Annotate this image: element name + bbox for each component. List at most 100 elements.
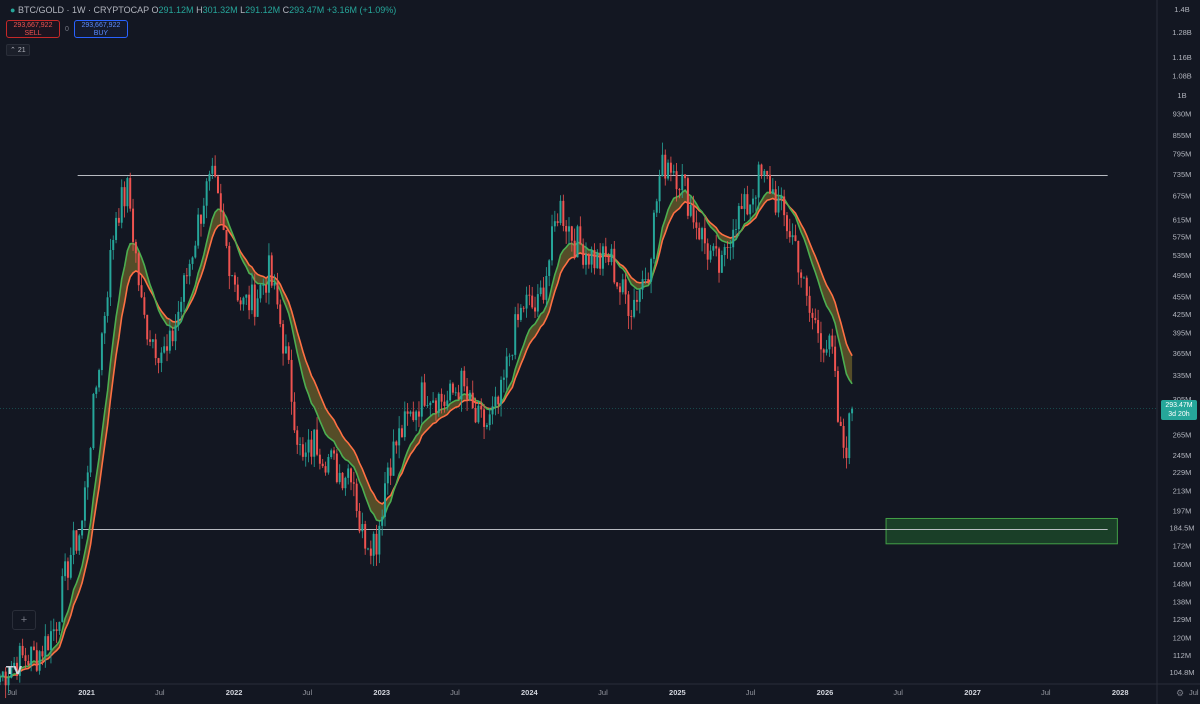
- candle-body: [1, 671, 4, 677]
- sell-label: SELL: [24, 30, 42, 37]
- candle-body: [800, 272, 803, 278]
- candle-body: [304, 452, 307, 457]
- candle-body: [522, 307, 525, 309]
- candle-body: [514, 314, 517, 355]
- candle-body: [123, 187, 126, 207]
- y-tick-label: 1.4B: [1174, 5, 1189, 14]
- gear-icon[interactable]: ⚙: [1175, 688, 1185, 698]
- candle-body: [791, 235, 794, 238]
- candle-body: [149, 339, 152, 342]
- candle-body: [168, 330, 171, 351]
- symbol-title[interactable]: BTC/GOLD · 1W · CRYPTOCAP: [17, 5, 149, 15]
- candle-body: [344, 477, 347, 489]
- candle-body: [132, 208, 135, 242]
- candle-body: [579, 226, 582, 245]
- open-label: O: [151, 5, 159, 15]
- candle-body: [777, 198, 780, 213]
- crosshair-icon[interactable]: +: [12, 610, 36, 630]
- candle-body: [587, 254, 590, 265]
- status-dot-icon: ●: [10, 5, 16, 15]
- candle-body: [86, 472, 89, 488]
- y-tick-label: 455M: [1173, 292, 1192, 301]
- high-value: 301.32M: [202, 5, 238, 15]
- candle-body: [718, 248, 721, 273]
- y-tick-label: 1.08B: [1172, 71, 1192, 80]
- y-tick-label: 615M: [1173, 215, 1192, 224]
- candle-body: [720, 255, 723, 273]
- candle-body: [737, 206, 740, 230]
- candle-body: [398, 428, 401, 446]
- candle-body: [596, 252, 599, 269]
- candle-body: [24, 655, 27, 662]
- candle-body: [13, 662, 16, 668]
- candle-body: [287, 346, 290, 360]
- candle-body: [290, 359, 293, 402]
- candle-body: [681, 174, 684, 191]
- candle-body: [819, 333, 822, 350]
- candle-body: [474, 407, 477, 423]
- spread-value: 0: [65, 25, 69, 33]
- y-tick-label: 395M: [1173, 329, 1192, 338]
- candle-body: [412, 411, 415, 421]
- candle-body: [395, 441, 398, 446]
- candle-body: [822, 349, 825, 353]
- candle-body: [678, 189, 681, 191]
- ma-cloud: [0, 190, 853, 678]
- candle-body: [95, 387, 98, 394]
- candle-body: [378, 525, 381, 555]
- candle-body: [528, 294, 531, 296]
- candle-body: [746, 194, 749, 215]
- price-axis: 1.4B 1.28B 1.16B 1.08B 1B 930M 855M 795M 735M 675…: [1169, 5, 1194, 677]
- candle-body: [771, 189, 774, 194]
- candle-body: [89, 448, 92, 473]
- candle-body: [805, 277, 808, 296]
- candle-body: [488, 414, 491, 426]
- close-value: 293.47M: [289, 5, 325, 15]
- candle-body: [330, 450, 333, 458]
- candle-body: [797, 240, 800, 273]
- candle-body: [692, 205, 695, 223]
- candle-body: [199, 214, 202, 224]
- candle-body: [384, 483, 386, 517]
- candle-body: [191, 257, 194, 264]
- candle-body: [282, 324, 285, 354]
- x-tick-label: Jul: [598, 688, 608, 697]
- candle-body: [686, 178, 689, 216]
- candle-body: [494, 396, 497, 407]
- candle-body: [565, 225, 568, 232]
- candle-body: [457, 392, 460, 400]
- candle-body: [236, 284, 239, 301]
- y-tick-label: 675M: [1173, 192, 1192, 201]
- indicator-toggle[interactable]: ⌃ 21: [6, 44, 30, 56]
- candle-body: [698, 227, 701, 240]
- support-resistance-lines: [0, 175, 1157, 530]
- candle-body: [49, 631, 52, 651]
- candle-body: [630, 315, 633, 317]
- candle-body: [463, 370, 466, 387]
- candle-body: [333, 450, 336, 454]
- candle-body: [151, 339, 154, 342]
- candle-body: [174, 325, 177, 342]
- candle-body: [389, 467, 392, 476]
- candle-body: [616, 282, 619, 287]
- y-tick-label: 535M: [1173, 251, 1192, 260]
- low-value: 291.12M: [245, 5, 281, 15]
- y-tick-label: 335M: [1173, 371, 1192, 380]
- candle-body: [163, 346, 166, 353]
- candle-body: [392, 441, 395, 476]
- candle-body: [372, 533, 375, 556]
- candle-body: [301, 444, 304, 457]
- x-tick-label: Jul: [893, 688, 903, 697]
- candle-body: [146, 314, 149, 340]
- tradingview-logo[interactable]: TV: [6, 664, 23, 677]
- candle-body: [573, 240, 576, 258]
- candle-body: [817, 320, 820, 334]
- y-tick-label: 129M: [1173, 615, 1192, 624]
- buy-button[interactable]: 293,667,922 BUY: [73, 20, 128, 38]
- candle-body: [601, 246, 604, 269]
- sell-button[interactable]: 293,667,922 SELL: [6, 20, 60, 38]
- candle-body: [845, 447, 848, 459]
- candle-body: [675, 171, 678, 190]
- candle-body: [446, 400, 449, 406]
